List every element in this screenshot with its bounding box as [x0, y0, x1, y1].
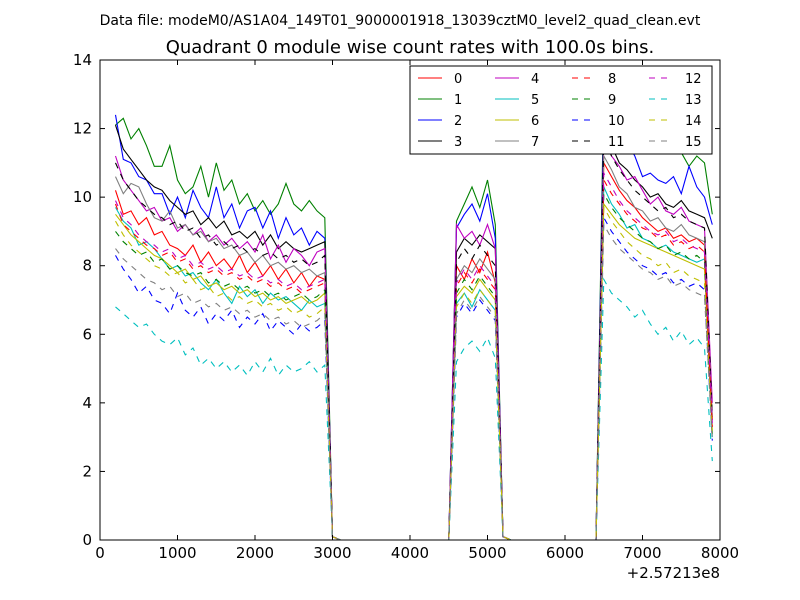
series-line-11 [114, 135, 713, 540]
x-tick-label: 6000 [546, 544, 584, 562]
legend-label-11: 11 [608, 135, 625, 150]
legend-label-12: 12 [685, 72, 702, 87]
y-tick-label: 6 [82, 325, 92, 343]
legend-label-10: 10 [608, 114, 625, 129]
y-tick-label: 0 [82, 531, 92, 549]
legend-label-8: 8 [608, 72, 616, 87]
y-tick-label: 2 [82, 462, 92, 480]
legend-label-1: 1 [454, 93, 462, 108]
y-tick-label: 4 [82, 394, 92, 412]
legend-label-13: 13 [685, 93, 702, 108]
legend-label-7: 7 [531, 135, 539, 150]
legend-label-9: 9 [608, 93, 616, 108]
x-tick-label: 4000 [391, 544, 429, 562]
series-line-8 [114, 177, 713, 540]
x-tick-label: 0 [95, 544, 105, 562]
legend-label-0: 0 [454, 72, 462, 87]
series-line-0 [114, 160, 713, 540]
x-tick-label: 5000 [468, 544, 506, 562]
series-line-10 [115, 215, 713, 540]
x-tick-label: 8000 [701, 544, 739, 562]
suptitle: Data file: modeM0/AS1A04_149T01_90000019… [100, 13, 701, 29]
legend-label-5: 5 [531, 93, 539, 108]
x-offset-label: +2.57213e8 [627, 564, 720, 582]
ticks-layer: 0 1000 2000 3000 4000 5000 6000 7000 80000246810… [73, 51, 739, 562]
series-line-7 [114, 153, 713, 540]
chart-title: Quadrant 0 module wise count rates with … [166, 37, 655, 58]
x-tick-label: 3000 [313, 544, 351, 562]
x-tick-label: 1000 [158, 544, 196, 562]
y-tick-label: 8 [82, 257, 92, 275]
legend-label-2: 2 [454, 114, 462, 129]
y-tick-label: 12 [73, 120, 92, 138]
legend-label-4: 4 [531, 72, 539, 87]
series-line-5 [115, 186, 713, 540]
legend-label-3: 3 [454, 135, 462, 150]
series-line-4 [114, 138, 713, 540]
y-tick-label: 14 [73, 51, 92, 69]
legend-label-6: 6 [531, 114, 539, 129]
legend-frame [409, 65, 713, 155]
x-tick-label: 7000 [623, 544, 661, 562]
legend-label-14: 14 [685, 114, 702, 129]
x-tick-label: 2000 [236, 544, 274, 562]
series-line-6 [115, 202, 713, 540]
y-tick-label: 10 [73, 188, 92, 206]
legend-label-15: 15 [685, 135, 702, 150]
series-line-9 [115, 191, 713, 540]
